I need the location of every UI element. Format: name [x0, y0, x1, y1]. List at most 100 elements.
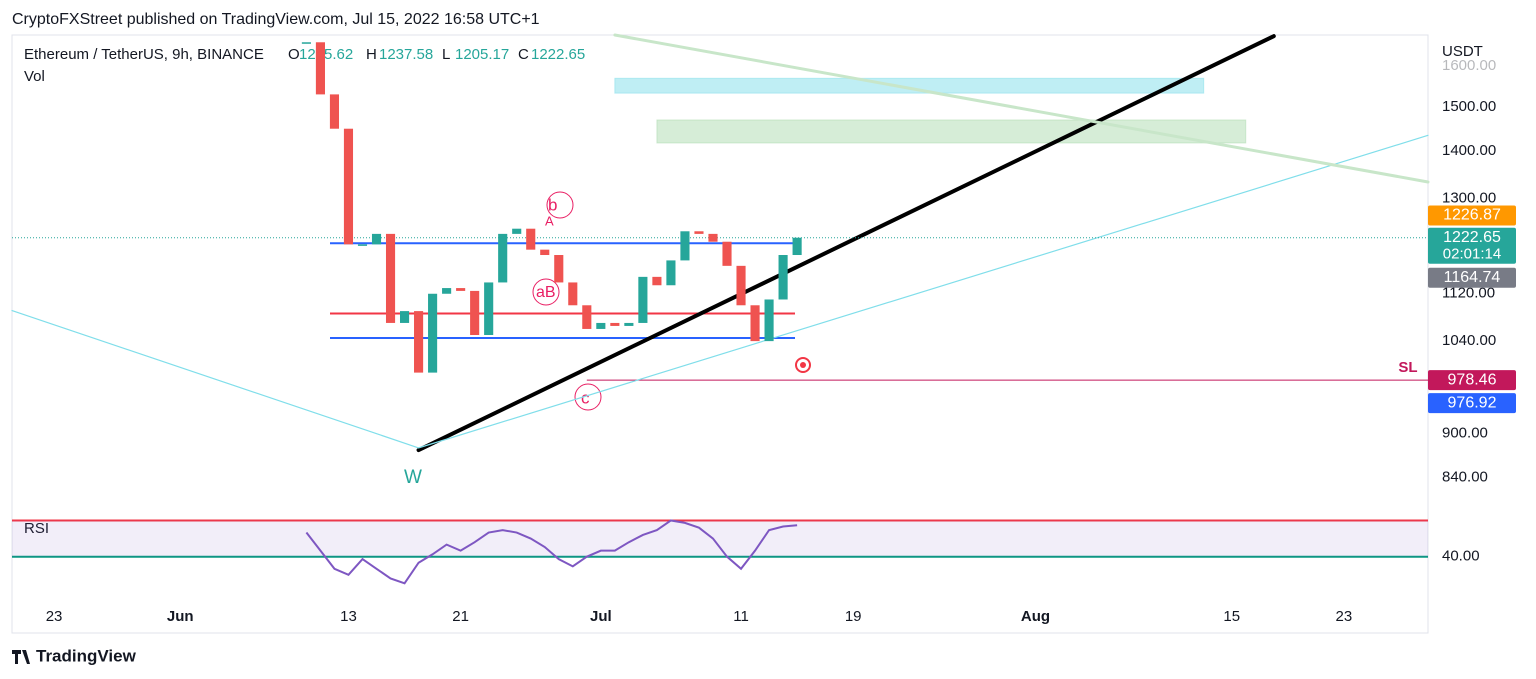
x-tick-label: 11	[733, 608, 749, 625]
stop-loss-label: SL	[1398, 359, 1417, 376]
trendline	[11, 309, 420, 449]
footer: TradingView	[36, 646, 137, 665]
ohlc-value: 1205.17	[455, 46, 509, 63]
candle	[638, 276, 648, 323]
price-label: 978.46	[1448, 371, 1497, 388]
annotation-circle	[532, 278, 560, 306]
price-label: 1164.74	[1444, 269, 1501, 286]
candle	[498, 233, 508, 283]
candle	[610, 322, 620, 326]
candle	[428, 293, 438, 373]
candle	[736, 265, 746, 306]
price-label-box	[1428, 227, 1516, 264]
x-tick-label: 23	[46, 608, 63, 625]
y-tick-label: 1040.00	[1442, 332, 1496, 349]
candle	[722, 241, 732, 266]
price-label-box	[1428, 393, 1516, 414]
target-icon	[800, 362, 806, 368]
price-label-box	[1428, 267, 1516, 288]
candle	[399, 311, 410, 323]
x-tick-label: Jul	[590, 608, 612, 625]
rsi-line	[305, 519, 798, 585]
candle	[385, 233, 396, 323]
price-label-box	[1428, 205, 1516, 226]
ohlc-value: 1237.58	[379, 46, 433, 63]
y-tick-label: 1300.00	[1442, 189, 1496, 206]
y-tick-label: 1500.00	[1442, 98, 1496, 115]
price-label: 1226.87	[1443, 207, 1501, 224]
candle	[301, 42, 311, 44]
countdown: 02:01:14	[1443, 246, 1501, 263]
annotation: A	[545, 213, 554, 228]
candle	[329, 94, 340, 129]
x-tick-label: 23	[1336, 608, 1353, 625]
candle	[582, 305, 592, 329]
x-tick-label: Aug	[1021, 608, 1050, 625]
target-icon	[795, 357, 811, 373]
x-tick-label: 19	[845, 608, 862, 625]
candle	[526, 228, 536, 250]
candle	[343, 128, 354, 245]
candle	[652, 276, 662, 286]
y-tick-label: 1400.00	[1442, 142, 1496, 159]
ohlc-letter: C	[518, 46, 529, 63]
ohlc-letter: L	[442, 46, 450, 63]
annotation: aB	[536, 284, 556, 301]
candle	[484, 282, 494, 336]
candle	[666, 260, 676, 286]
candle	[708, 233, 718, 242]
candle	[540, 249, 550, 256]
y-tick-label: 1120.00	[1442, 285, 1495, 302]
candle	[778, 255, 788, 300]
ohlc-value: 1222.65	[531, 46, 585, 63]
vol-label: Vol	[24, 68, 45, 85]
y-tick-label: 1600.00	[1442, 57, 1496, 74]
candle	[680, 231, 690, 261]
candle	[357, 244, 368, 246]
zone	[614, 77, 1205, 94]
candle	[624, 322, 634, 326]
price-label: 976.92	[1448, 394, 1497, 411]
frame	[11, 34, 1429, 634]
header: CryptoFXStreet published on TradingView.…	[12, 11, 540, 28]
candle	[750, 305, 760, 342]
currency: USDT	[1442, 43, 1483, 60]
logo	[12, 650, 30, 664]
annotation: b	[548, 195, 557, 214]
annotation: c	[581, 388, 590, 407]
x-tick-label: 15	[1223, 608, 1240, 625]
candle	[470, 290, 480, 336]
annotation: W	[404, 467, 422, 488]
candle	[456, 288, 466, 291]
candle	[414, 311, 424, 373]
x-tick-label: Jun	[167, 608, 194, 625]
candle	[315, 42, 325, 95]
x-tick-label: 21	[452, 608, 469, 625]
candle	[512, 228, 522, 234]
rsi-label: RSI	[24, 520, 49, 537]
annotation-circle	[546, 191, 574, 219]
price-label: 1222.65	[1443, 229, 1501, 246]
candle	[764, 299, 774, 342]
ohlc-letter: H	[366, 46, 377, 63]
candle	[596, 322, 606, 329]
ohlc-value: 1205.62	[299, 46, 353, 63]
candle	[694, 231, 704, 234]
y-tick-label: 900.00	[1442, 424, 1488, 441]
ohlc-letter: O	[288, 46, 300, 63]
candle	[792, 237, 802, 256]
x-tick-label: 13	[340, 608, 357, 625]
price-label-box	[1428, 370, 1516, 391]
candle	[568, 282, 578, 306]
symbol: Ethereum / TetherUS, 9h, BINANCE	[24, 46, 264, 63]
rsi-band-fill	[12, 520, 1428, 557]
trendline	[613, 33, 1430, 184]
candle	[554, 255, 564, 283]
annotation-circle	[574, 383, 602, 411]
trendline	[417, 134, 1429, 449]
trendline	[416, 34, 1276, 453]
candle	[371, 233, 382, 245]
zone	[656, 119, 1247, 144]
candle	[442, 288, 452, 294]
